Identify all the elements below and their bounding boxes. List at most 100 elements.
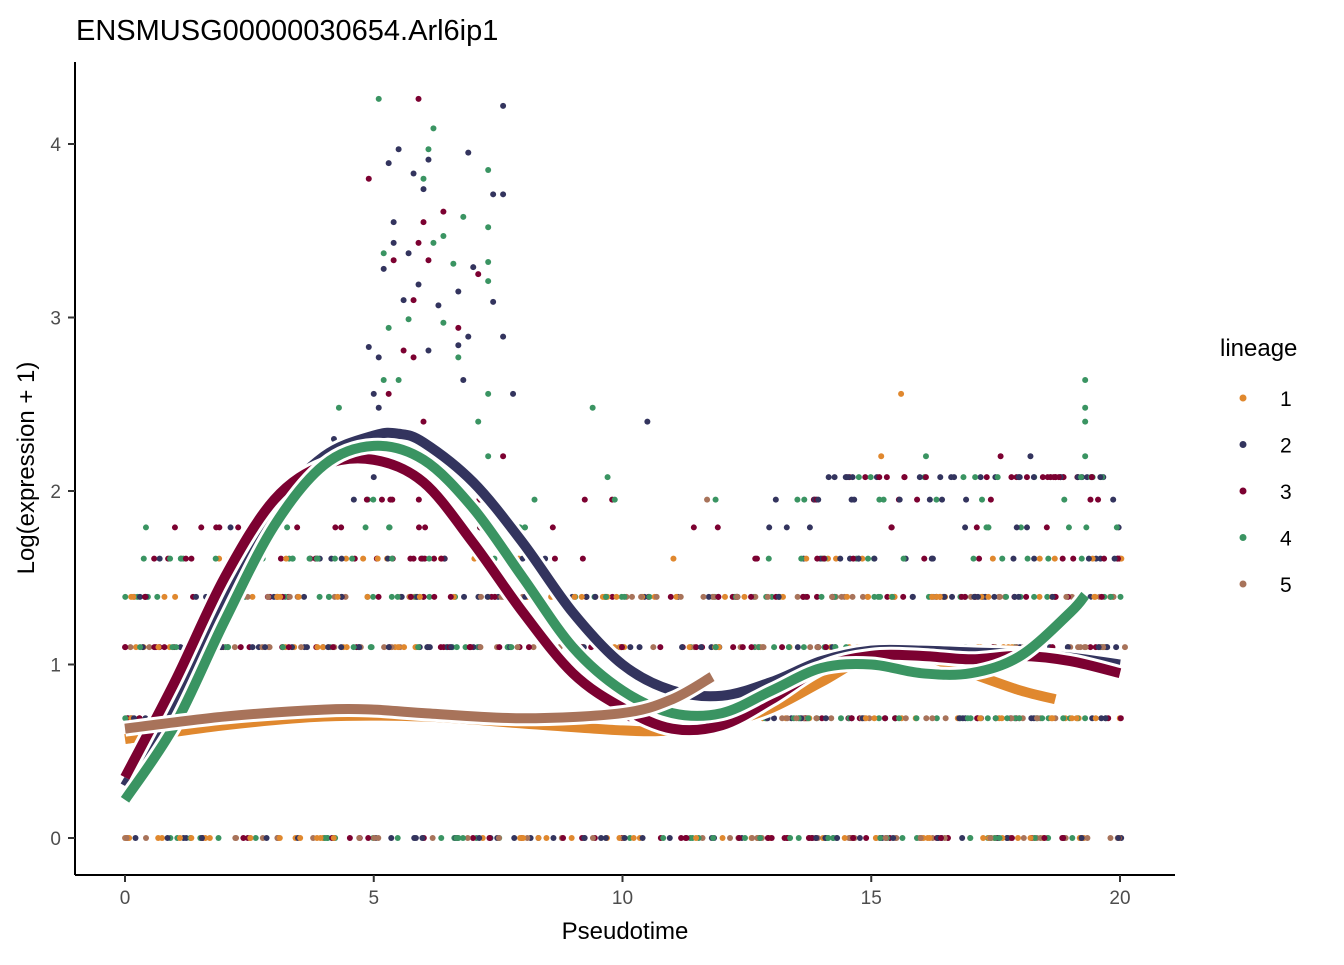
data-point — [815, 644, 822, 651]
data-point — [917, 835, 924, 841]
data-point — [657, 644, 664, 651]
legend-key-3 — [1239, 487, 1247, 495]
data-point — [772, 496, 779, 503]
data-point — [1045, 555, 1052, 562]
data-point — [206, 835, 213, 841]
data-point — [783, 524, 790, 531]
data-point — [589, 835, 596, 841]
data-point — [500, 453, 507, 460]
data-point — [530, 644, 537, 651]
data-point — [752, 593, 759, 600]
data-point — [996, 835, 1003, 841]
data-point — [426, 555, 433, 562]
data-point — [385, 390, 392, 397]
data-point — [510, 390, 517, 397]
data-point — [365, 835, 372, 841]
data-point — [395, 644, 402, 651]
data-point — [1060, 715, 1067, 722]
x-tick-label: 15 — [861, 888, 882, 909]
data-point — [734, 593, 741, 600]
data-point — [508, 644, 515, 651]
data-point — [644, 418, 651, 425]
data-point — [146, 644, 153, 651]
data-point — [798, 555, 805, 562]
data-point — [922, 474, 929, 481]
data-point — [286, 593, 293, 600]
data-point — [972, 474, 979, 481]
data-point — [899, 835, 906, 841]
data-point — [188, 555, 195, 562]
data-point — [878, 453, 885, 460]
data-point — [535, 835, 542, 841]
data-point — [862, 715, 869, 722]
data-point — [1027, 453, 1034, 460]
data-point — [1049, 593, 1056, 600]
data-point — [313, 555, 320, 562]
data-point — [380, 250, 387, 257]
data-point — [1023, 474, 1030, 481]
data-point — [896, 715, 903, 722]
data-point — [653, 593, 660, 600]
data-point — [410, 170, 417, 177]
data-point — [863, 835, 870, 841]
data-point — [800, 644, 807, 651]
data-point — [884, 593, 891, 600]
data-point — [592, 593, 599, 600]
data-point — [784, 715, 791, 722]
data-point — [1004, 715, 1011, 722]
data-point — [581, 496, 588, 503]
legend-key-4 — [1239, 534, 1247, 541]
data-point — [164, 835, 171, 841]
data-point — [415, 496, 422, 503]
data-point — [500, 333, 507, 340]
data-point — [604, 474, 611, 481]
data-point — [611, 496, 618, 503]
data-point — [849, 474, 856, 481]
data-point — [531, 496, 538, 503]
data-point — [933, 593, 940, 600]
data-point — [929, 715, 936, 722]
data-point — [568, 835, 575, 841]
data-point — [1070, 555, 1077, 562]
y-tick-label: 4 — [50, 135, 61, 156]
data-point — [721, 593, 728, 600]
data-point — [381, 644, 388, 651]
data-point — [1008, 715, 1015, 722]
data-point — [136, 593, 143, 600]
data-point — [941, 593, 948, 600]
data-point — [450, 260, 457, 267]
data-point — [130, 593, 137, 600]
data-point — [748, 644, 755, 651]
data-point — [240, 835, 247, 841]
data-point — [137, 644, 144, 651]
data-point — [176, 835, 183, 841]
data-point — [455, 342, 462, 349]
data-point — [426, 593, 433, 600]
data-point — [475, 418, 482, 425]
data-point — [970, 555, 977, 562]
data-point — [213, 524, 220, 531]
data-point — [277, 555, 284, 562]
data-point — [759, 644, 766, 651]
data-point — [338, 524, 345, 531]
data-point — [901, 474, 908, 481]
data-point — [959, 835, 966, 841]
data-point — [888, 524, 895, 531]
data-point — [123, 835, 130, 841]
data-point — [122, 593, 129, 600]
data-point — [937, 474, 944, 481]
data-point — [1020, 835, 1027, 841]
data-point — [455, 835, 462, 841]
x-tick-label: 20 — [1109, 888, 1130, 909]
legend-key-1 — [1239, 394, 1247, 402]
data-point — [813, 835, 820, 841]
data-point — [1015, 835, 1022, 841]
data-point — [855, 555, 862, 562]
data-point — [856, 835, 863, 841]
data-point — [500, 102, 507, 109]
data-point — [983, 474, 990, 481]
data-point — [294, 524, 301, 531]
data-point — [405, 316, 412, 323]
data-point — [484, 593, 491, 600]
data-point — [1088, 474, 1095, 481]
